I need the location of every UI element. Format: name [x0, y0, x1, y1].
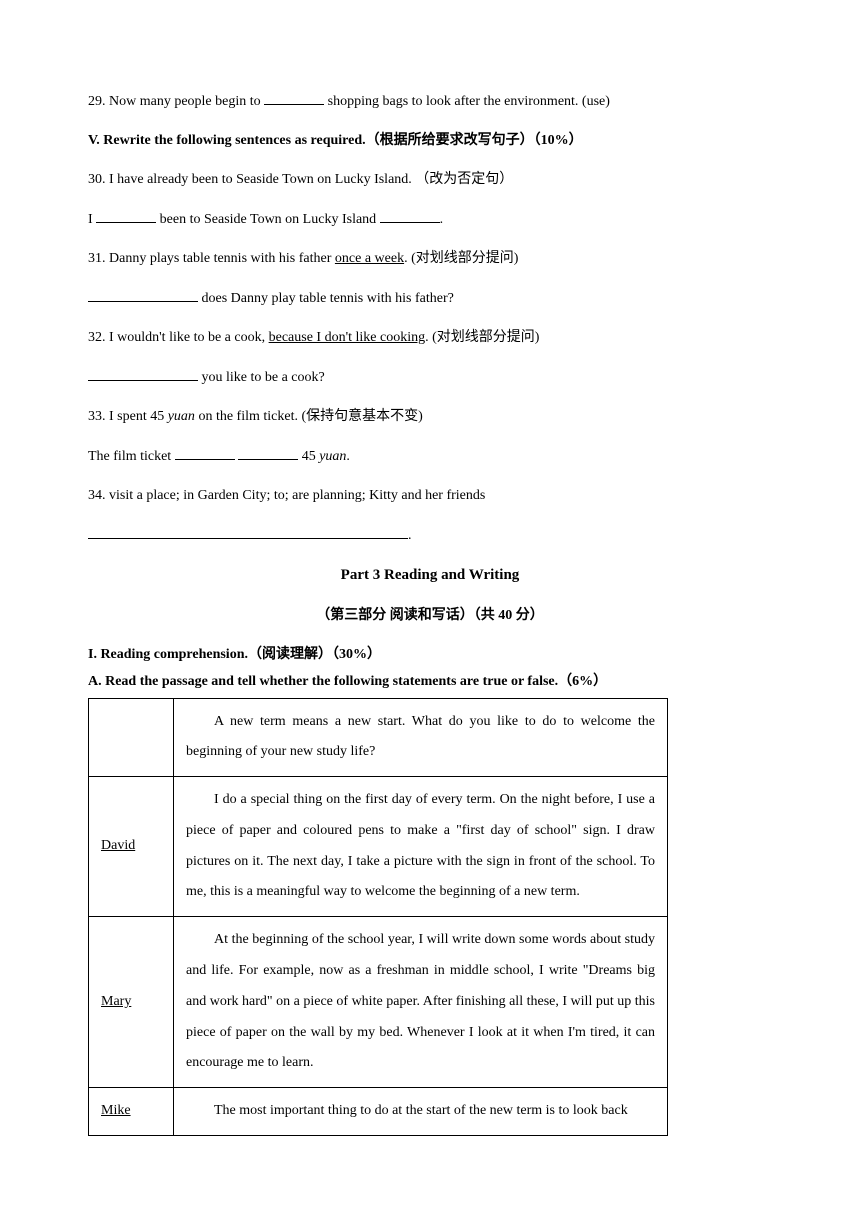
q33-text-b: on the film ticket. (保持句意基本不变) [195, 409, 423, 424]
q34-num: 34. [88, 488, 109, 503]
question-34: 34. visit a place; in Garden City; to; a… [88, 485, 772, 506]
q30-blank2[interactable] [380, 208, 440, 223]
q34-ans-end: . [408, 528, 412, 543]
q31-text-a: Danny plays table tennis with his father [109, 251, 335, 266]
q33-ans-d: . [346, 449, 350, 464]
part3-subtitle: （第三部分 阅读和写话）（共 40 分） [88, 605, 772, 626]
q33-text-a: I spent 45 [109, 409, 168, 424]
question-31: 31. Danny plays table tennis with his fa… [88, 248, 772, 269]
q33-blank2[interactable] [238, 445, 298, 460]
q32-ans-b: you like to be a cook? [198, 370, 325, 385]
q30-num: 30. [88, 172, 109, 187]
table-row-mike: Mike The most important thing to do at t… [89, 1088, 668, 1136]
q31-ans-b: does Danny play table tennis with his fa… [198, 291, 454, 306]
q33-ans-ital: yuan [319, 449, 346, 464]
q33-ans-a: The film ticket [88, 449, 175, 464]
q30-ans-c: . [440, 212, 444, 227]
q29-blank[interactable] [264, 90, 324, 105]
q31-num: 31. [88, 251, 109, 266]
q29-text-a: Now many people begin to [109, 94, 264, 109]
q30-text: I have already been to Seaside Town on L… [109, 172, 513, 187]
part3-title: Part 3 Reading and Writing [88, 564, 772, 587]
question-29: 29. Now many people begin to shopping ba… [88, 90, 772, 112]
q29-text-b: shopping bags to look after the environm… [324, 94, 610, 109]
question-30-answer: I been to Seaside Town on Lucky Island . [88, 208, 772, 230]
q32-text-b: . (对划线部分提问) [425, 330, 539, 345]
mike-text: The most important thing to do at the st… [186, 1096, 655, 1127]
q33-ans-c: 45 [298, 449, 319, 464]
q33-num: 33. [88, 409, 109, 424]
question-33-answer: The film ticket 45 yuan. [88, 445, 772, 467]
question-31-answer: does Danny play table tennis with his fa… [88, 287, 772, 309]
q32-blank[interactable] [88, 366, 198, 381]
mike-content: The most important thing to do at the st… [174, 1088, 668, 1136]
q32-text-a: I wouldn't like to be a cook, [109, 330, 269, 345]
question-30: 30. I have already been to Seaside Town … [88, 169, 772, 190]
mary-name: Mary [89, 917, 174, 1088]
section-a-title: A. Read the passage and tell whether the… [88, 671, 772, 692]
question-33: 33. I spent 45 yuan on the film ticket. … [88, 406, 772, 427]
question-32-answer: you like to be a cook? [88, 366, 772, 388]
david-content: I do a special thing on the first day of… [174, 777, 668, 917]
q29-num: 29. [88, 94, 109, 109]
q30-ans-b: been to Seaside Town on Lucky Island [156, 212, 380, 227]
q32-num: 32. [88, 330, 109, 345]
q30-ans-a: I [88, 212, 96, 227]
david-name: David [89, 777, 174, 917]
mike-name: Mike [89, 1088, 174, 1136]
mary-text: At the beginning of the school year, I w… [186, 925, 655, 1079]
passage-table: A new term means a new start. What do yo… [88, 698, 668, 1137]
question-32: 32. I wouldn't like to be a cook, becaus… [88, 327, 772, 348]
intro-content-cell: A new term means a new start. What do yo… [174, 698, 668, 777]
intro-name-cell [89, 698, 174, 777]
q33-blank1[interactable] [175, 445, 235, 460]
table-row-mary: Mary At the beginning of the school year… [89, 917, 668, 1088]
question-34-answer: . [88, 524, 772, 546]
q32-under: because I don't like cooking [269, 330, 425, 345]
section-v-title: V. Rewrite the following sentences as re… [88, 130, 772, 151]
q31-blank[interactable] [88, 287, 198, 302]
intro-text: A new term means a new start. What do yo… [186, 707, 655, 769]
q31-text-b: . (对划线部分提问) [404, 251, 518, 266]
q34-text: visit a place; in Garden City; to; are p… [109, 488, 485, 503]
page-content: 29. Now many people begin to shopping ba… [0, 0, 860, 1176]
table-row-intro: A new term means a new start. What do yo… [89, 698, 668, 777]
david-text: I do a special thing on the first day of… [186, 785, 655, 908]
q30-blank1[interactable] [96, 208, 156, 223]
mary-content: At the beginning of the school year, I w… [174, 917, 668, 1088]
q34-blank[interactable] [88, 524, 408, 539]
q33-ital: yuan [168, 409, 195, 424]
table-row-david: David I do a special thing on the first … [89, 777, 668, 917]
q31-under: once a week [335, 251, 404, 266]
section-i-title: I. Reading comprehension.（阅读理解）（30%） [88, 644, 772, 665]
